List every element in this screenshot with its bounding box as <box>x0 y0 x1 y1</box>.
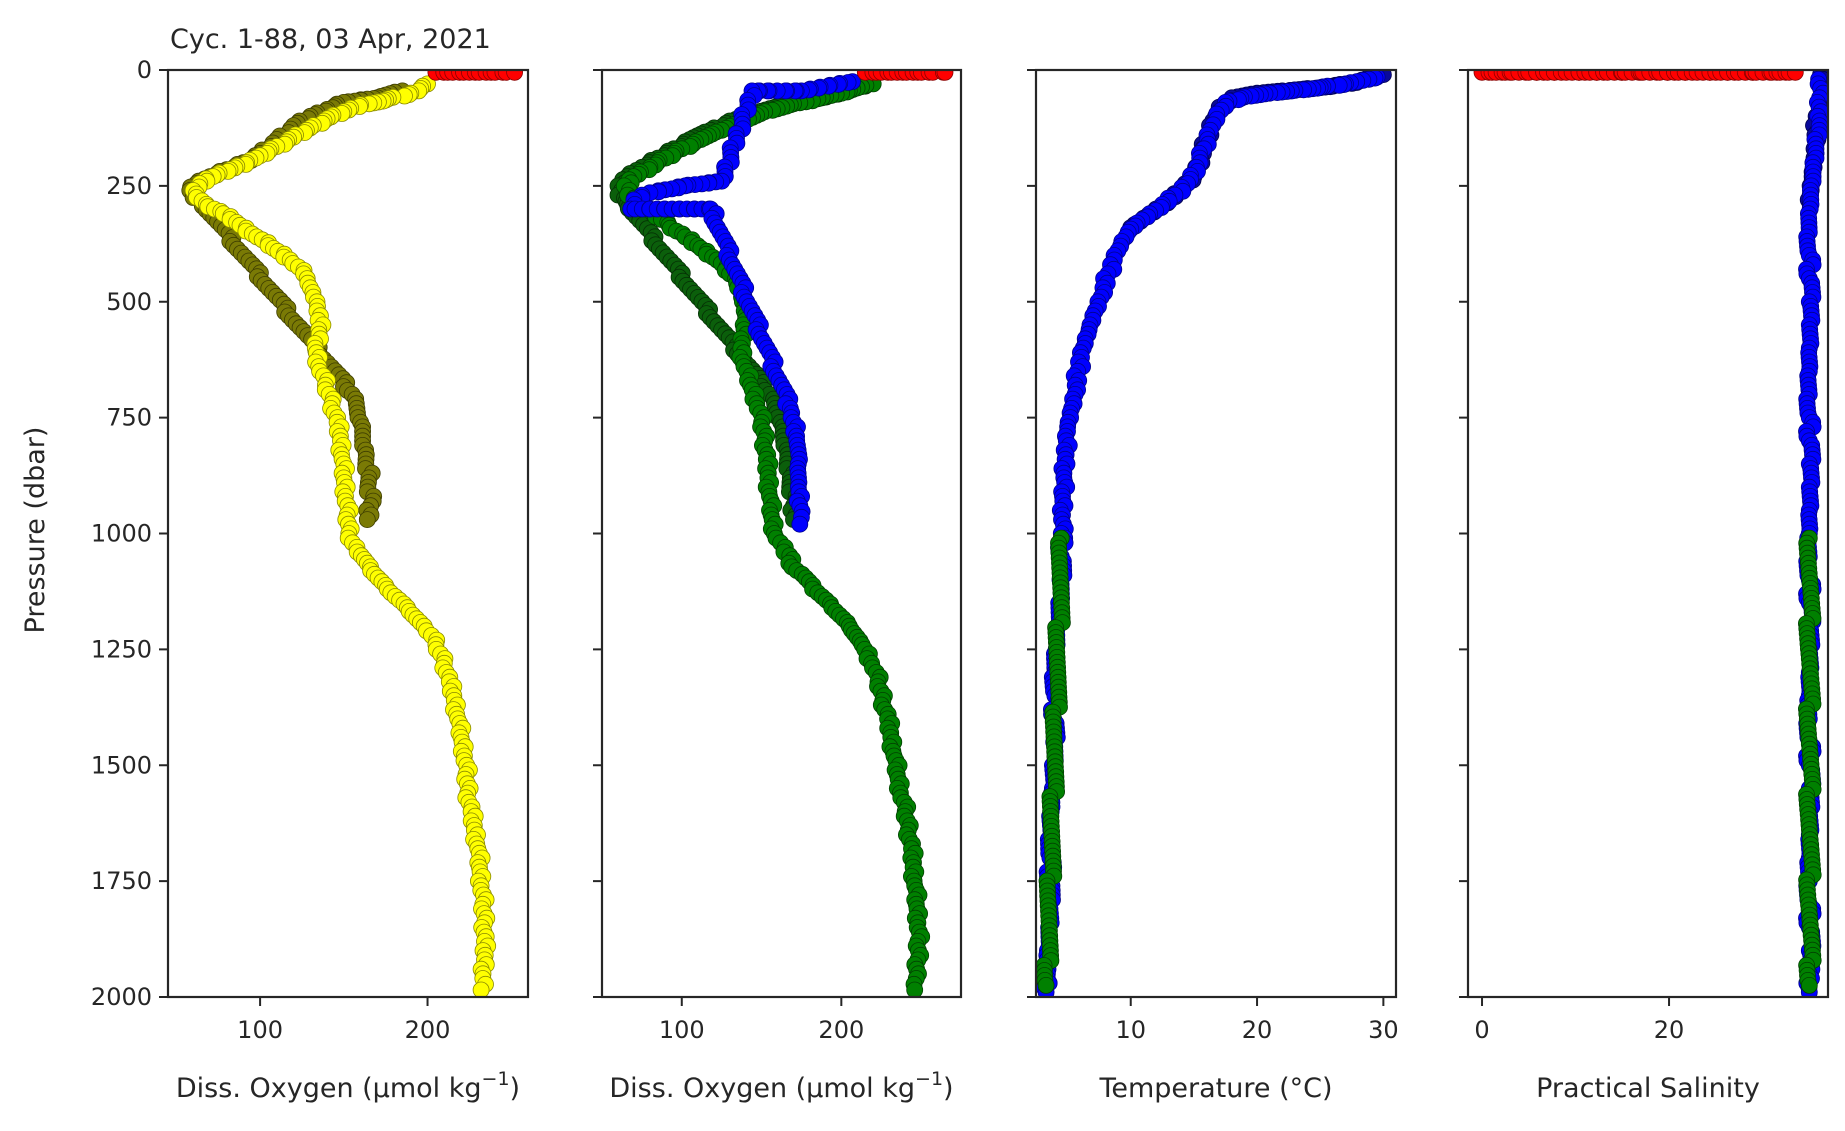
y-tick-label: 0 <box>137 56 152 84</box>
data-points <box>609 70 954 997</box>
y-tick-label: 1750 <box>91 867 152 895</box>
x-tick-label: 200 <box>405 1016 451 1044</box>
y-axis-label: Pressure (dbar) <box>20 427 51 634</box>
series-3 <box>427 70 523 81</box>
y-tick-label: 750 <box>106 404 152 432</box>
x-tick-label: 10 <box>1115 1016 1146 1044</box>
y-tick-label: 1000 <box>91 520 152 548</box>
series-3 <box>1798 529 1822 994</box>
series-2 <box>1036 70 1386 997</box>
series-4 <box>1473 70 1804 81</box>
figure-title: Cyc. 1-88, 03 Apr, 2021 <box>170 24 491 55</box>
x-axis-label-exponent: −1 <box>482 1068 510 1090</box>
data-point <box>358 511 376 528</box>
series-1 <box>181 82 411 528</box>
y-tick-label: 500 <box>106 288 152 316</box>
x-axis-label: Practical Salinity <box>1536 1073 1760 1104</box>
x-axis-label-main: Practical Salinity <box>1536 1073 1760 1104</box>
x-axis-label-tail: ) <box>943 1073 954 1104</box>
x-tick-label: 20 <box>1242 1016 1273 1044</box>
x-axis-label: Diss. Oxygen (µmol kg−1) <box>609 1068 953 1104</box>
x-tick-label: 100 <box>659 1016 705 1044</box>
series-4 <box>856 70 954 81</box>
data-point <box>936 70 954 81</box>
x-tick-label: 30 <box>1368 1016 1399 1044</box>
x-axis-label-main: Diss. Oxygen (µmol kg <box>176 1073 482 1104</box>
chart-panel-1: 0 250 500 750 1000 1250 1500 1750 2000 100 200 Diss… <box>91 56 530 1104</box>
data-points <box>1036 70 1392 997</box>
x-axis-label-main: Diss. Oxygen (µmol kg <box>609 1073 915 1104</box>
chart-panel-3: 10 20 30 Temperature (°C) <box>1027 68 1399 1104</box>
x-axis-label-main: Temperature (°C) <box>1098 1073 1332 1104</box>
series-3 <box>622 73 861 533</box>
axes-frame <box>1034 68 1398 999</box>
data-point <box>1786 70 1804 81</box>
x-tick-label: 200 <box>818 1016 864 1044</box>
x-tick-label: 0 <box>1474 1016 1489 1044</box>
data-point <box>1037 977 1055 994</box>
x-axis-label: Diss. Oxygen (µmol kg−1) <box>176 1068 520 1104</box>
data-point <box>1800 977 1818 994</box>
data-points <box>1473 70 1828 997</box>
data-points <box>181 70 523 997</box>
y-tick-label: 2000 <box>91 983 152 1011</box>
y-tick-label: 1500 <box>91 751 152 779</box>
chart-panel-2: 100 200 Diss. Oxygen (µmol kg−1) <box>593 68 963 1104</box>
x-axis-label-exponent: −1 <box>915 1068 943 1090</box>
data-point <box>472 981 490 997</box>
x-tick-label: 100 <box>237 1016 283 1044</box>
x-axis-label: Temperature (°C) <box>1098 1073 1332 1104</box>
series-3 <box>1036 529 1071 994</box>
chart-panel-4: 0 20 Practical Salinity <box>1459 68 1830 1104</box>
data-point <box>506 70 523 81</box>
y-tick-label: 250 <box>106 172 152 200</box>
data-point <box>791 515 809 533</box>
x-tick-label: 20 <box>1654 1016 1685 1044</box>
series-2 <box>184 75 497 997</box>
x-axis-label-tail: ) <box>510 1073 521 1104</box>
y-tick-label: 1250 <box>91 635 152 663</box>
data-point <box>906 981 924 997</box>
axes-frame <box>1466 68 1830 999</box>
